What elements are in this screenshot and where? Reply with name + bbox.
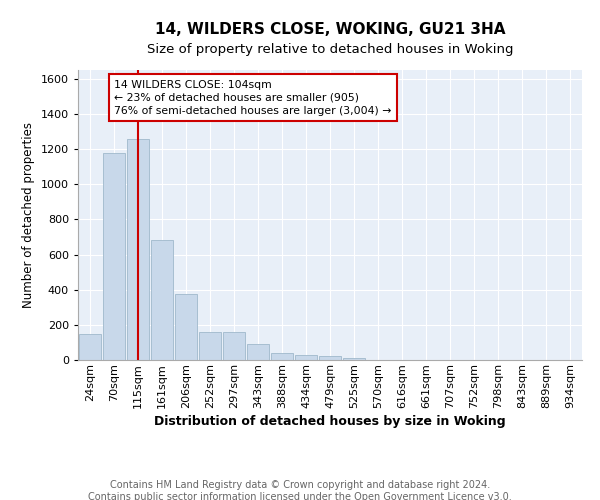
Bar [247, 344, 269, 360]
Bar [79, 334, 101, 360]
Text: 14, WILDERS CLOSE, WOKING, GU21 3HA: 14, WILDERS CLOSE, WOKING, GU21 3HA [155, 22, 505, 38]
Bar [127, 138, 149, 360]
Y-axis label: Number of detached properties: Number of detached properties [22, 122, 35, 308]
Bar [199, 332, 221, 360]
Text: Size of property relative to detached houses in Woking: Size of property relative to detached ho… [147, 42, 513, 56]
Text: Distribution of detached houses by size in Woking: Distribution of detached houses by size … [154, 415, 506, 428]
Text: Contains HM Land Registry data © Crown copyright and database right 2024.: Contains HM Land Registry data © Crown c… [110, 480, 490, 490]
Bar [103, 154, 125, 360]
Bar [175, 294, 197, 360]
Bar [223, 332, 245, 360]
Bar [271, 354, 293, 360]
Text: 14 WILDERS CLOSE: 104sqm
← 23% of detached houses are smaller (905)
76% of semi-: 14 WILDERS CLOSE: 104sqm ← 23% of detach… [114, 80, 391, 116]
Bar [151, 240, 173, 360]
Text: Contains public sector information licensed under the Open Government Licence v3: Contains public sector information licen… [88, 492, 512, 500]
Bar [295, 354, 317, 360]
Bar [319, 356, 341, 360]
Bar [343, 358, 365, 360]
